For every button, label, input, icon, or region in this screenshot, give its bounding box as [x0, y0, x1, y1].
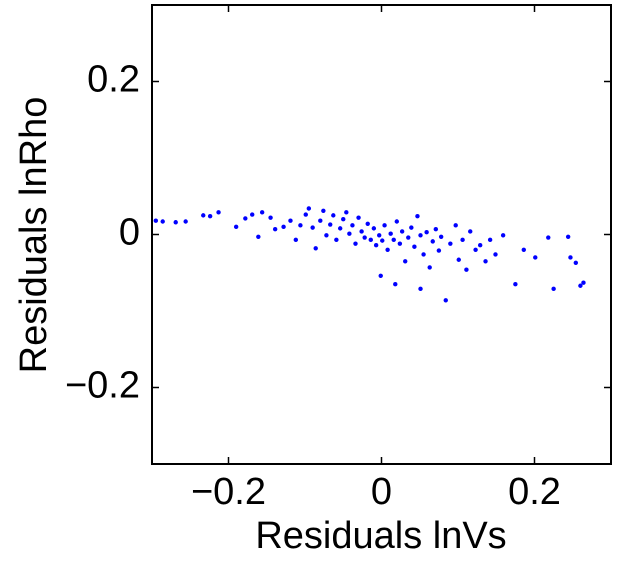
scatter-point — [418, 286, 423, 292]
scatter-point — [551, 286, 556, 292]
scatter-point — [321, 208, 326, 213]
scatter-point — [427, 265, 432, 270]
plot-frame — [151, 4, 612, 465]
scatter-point — [318, 218, 323, 223]
scatter-point — [487, 237, 493, 243]
scatter-point — [468, 229, 473, 234]
scatter-point — [565, 234, 571, 239]
scatter-point — [160, 219, 165, 224]
y-tick-label: 0 — [119, 212, 140, 254]
scatter-point — [424, 230, 429, 235]
scatter-point — [394, 219, 399, 224]
scatter-point — [568, 255, 573, 260]
scatter-point — [256, 234, 261, 239]
scatter-point — [399, 229, 405, 234]
scatter-point — [430, 239, 435, 244]
scatter-point — [259, 210, 265, 215]
scatter-point — [546, 235, 551, 240]
scatter-point — [388, 231, 393, 236]
scatter-point — [183, 219, 188, 224]
scatter-point — [243, 216, 248, 221]
scatter-point — [216, 210, 221, 215]
scatter-point — [533, 255, 538, 260]
scatter-point — [473, 247, 478, 252]
scatter-point — [382, 223, 387, 228]
scatter-point — [331, 213, 336, 218]
scatter-point — [380, 238, 385, 243]
scatter-point — [337, 226, 343, 231]
scatter-point — [344, 210, 349, 215]
scatter-point — [436, 248, 442, 253]
scatter-point — [456, 257, 461, 262]
scatter-point — [347, 231, 352, 236]
scatter-point — [493, 252, 498, 257]
scatter-point — [353, 241, 358, 246]
y-axis-label: Residuals lnRho — [13, 97, 55, 374]
scatter-point — [207, 213, 213, 219]
scatter-point — [477, 243, 483, 248]
scatter-point — [377, 233, 382, 238]
scatter-point — [412, 244, 417, 249]
scatter-point — [409, 225, 414, 230]
scatter-point — [460, 237, 465, 243]
scatter-point — [306, 206, 312, 211]
scatter-point — [433, 226, 439, 232]
scatter-point — [483, 259, 488, 264]
x-tick-label: 0 — [371, 471, 392, 513]
scatter-point — [233, 224, 239, 230]
x-tick-label: 0.2 — [508, 471, 561, 513]
scatter-point — [371, 226, 377, 231]
scatter-point — [378, 273, 383, 279]
scatter-point — [521, 247, 526, 252]
scatter-point — [310, 225, 315, 230]
x-axis-label: Residuals lnVs — [255, 515, 506, 557]
scatter-point — [272, 226, 278, 232]
scatter-point — [359, 229, 364, 234]
scatter-point — [581, 280, 586, 285]
scatter-point — [341, 217, 346, 222]
scatter-point — [293, 237, 299, 243]
scatter-point — [391, 237, 396, 243]
scatter-point — [362, 235, 367, 240]
scatter-point — [385, 247, 390, 252]
scatter-point — [573, 260, 579, 266]
scatter-point — [500, 233, 506, 238]
scatter-point — [421, 252, 426, 257]
scatter-point — [356, 215, 361, 220]
scatter-point — [250, 212, 255, 217]
y-tick-label: 0.2 — [87, 59, 140, 101]
scatter-point — [201, 213, 206, 218]
scatter-point — [403, 259, 408, 264]
scatter-point — [418, 233, 423, 238]
scatter-point — [281, 224, 286, 230]
scatter-point — [464, 267, 469, 272]
scatter-point — [288, 218, 293, 223]
scatter-point — [303, 212, 308, 217]
scatter-point — [365, 221, 370, 226]
scatter-point — [334, 237, 339, 243]
scatter-point — [393, 282, 398, 287]
scatter-point — [415, 213, 420, 219]
scatter-point — [406, 235, 411, 240]
y-tick-label: −0.2 — [65, 365, 140, 407]
scatter-point — [268, 215, 273, 220]
scatter-point — [373, 243, 379, 248]
scatter-point — [438, 234, 444, 239]
scatter-point — [513, 282, 518, 287]
scatter-point — [397, 241, 403, 246]
scatter-point — [368, 237, 373, 243]
scatter-point — [448, 241, 453, 246]
scatter-point — [298, 223, 303, 228]
scatter-point — [328, 222, 333, 227]
scatter-point — [153, 218, 159, 223]
scatter-point — [578, 283, 583, 288]
scatter-point — [313, 246, 318, 251]
scatter-point — [350, 223, 355, 228]
scatter-point — [443, 298, 448, 303]
scatter-point — [173, 220, 178, 225]
scatter-point — [324, 233, 329, 238]
x-tick-label: −0.2 — [191, 471, 266, 513]
scatter-point — [453, 223, 458, 228]
